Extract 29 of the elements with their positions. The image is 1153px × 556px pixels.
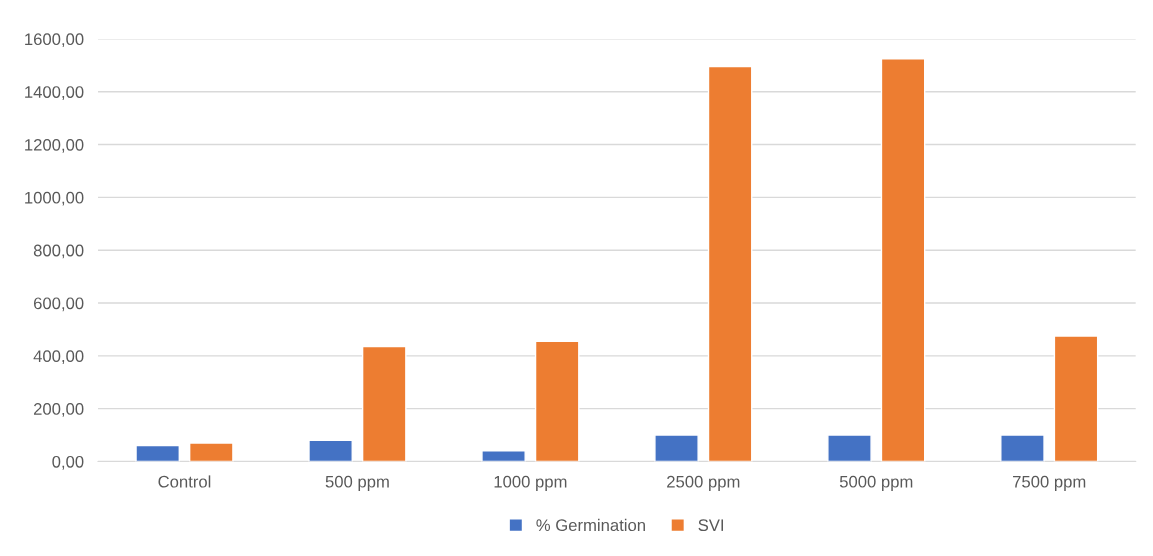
y-tick-label: 200,00 bbox=[33, 403, 84, 417]
bar bbox=[308, 439, 353, 462]
bar bbox=[361, 345, 407, 462]
x-tick-label: 2500 ppm bbox=[667, 475, 740, 491]
bar bbox=[1000, 434, 1045, 462]
y-tick-label: 400,00 bbox=[33, 350, 84, 365]
y-tick-label: 1600,00 bbox=[25, 33, 84, 48]
y-tick-label: 800,00 bbox=[33, 244, 84, 259]
bar bbox=[827, 434, 872, 462]
x-tick-label: 1000 ppm bbox=[494, 475, 567, 491]
legend-label: % Germination bbox=[536, 518, 645, 532]
bar bbox=[654, 434, 699, 462]
legend-label: SVI bbox=[698, 519, 724, 532]
bar bbox=[534, 340, 580, 462]
x-tick-label: 5000 ppm bbox=[839, 475, 913, 491]
x-tick-label: Control bbox=[158, 475, 211, 488]
bar bbox=[1053, 335, 1099, 462]
bar bbox=[188, 442, 234, 462]
y-tick-label: 0,00 bbox=[52, 455, 84, 470]
y-tick-label: 1200,00 bbox=[25, 138, 84, 153]
bar bbox=[707, 65, 753, 462]
x-tick-label: 7500 ppm bbox=[1013, 475, 1086, 491]
x-tick-label: 500 ppm bbox=[325, 475, 389, 491]
y-tick-label: 1400,00 bbox=[25, 86, 84, 100]
bar bbox=[481, 450, 526, 462]
bar bbox=[135, 444, 180, 462]
y-tick-label: 1000,00 bbox=[25, 191, 84, 206]
y-tick-label: 600,00 bbox=[33, 297, 84, 312]
bar bbox=[880, 58, 926, 462]
